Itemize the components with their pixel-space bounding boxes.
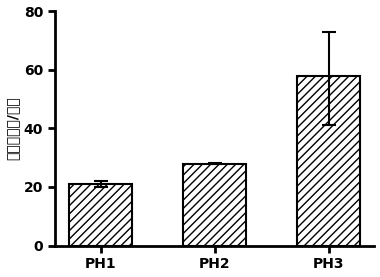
Bar	[183, 163, 246, 246]
Bar	[70, 184, 132, 246]
Bar	[297, 76, 360, 246]
Y-axis label: 苯酟（毫克/升）: 苯酟（毫克/升）	[6, 96, 19, 160]
